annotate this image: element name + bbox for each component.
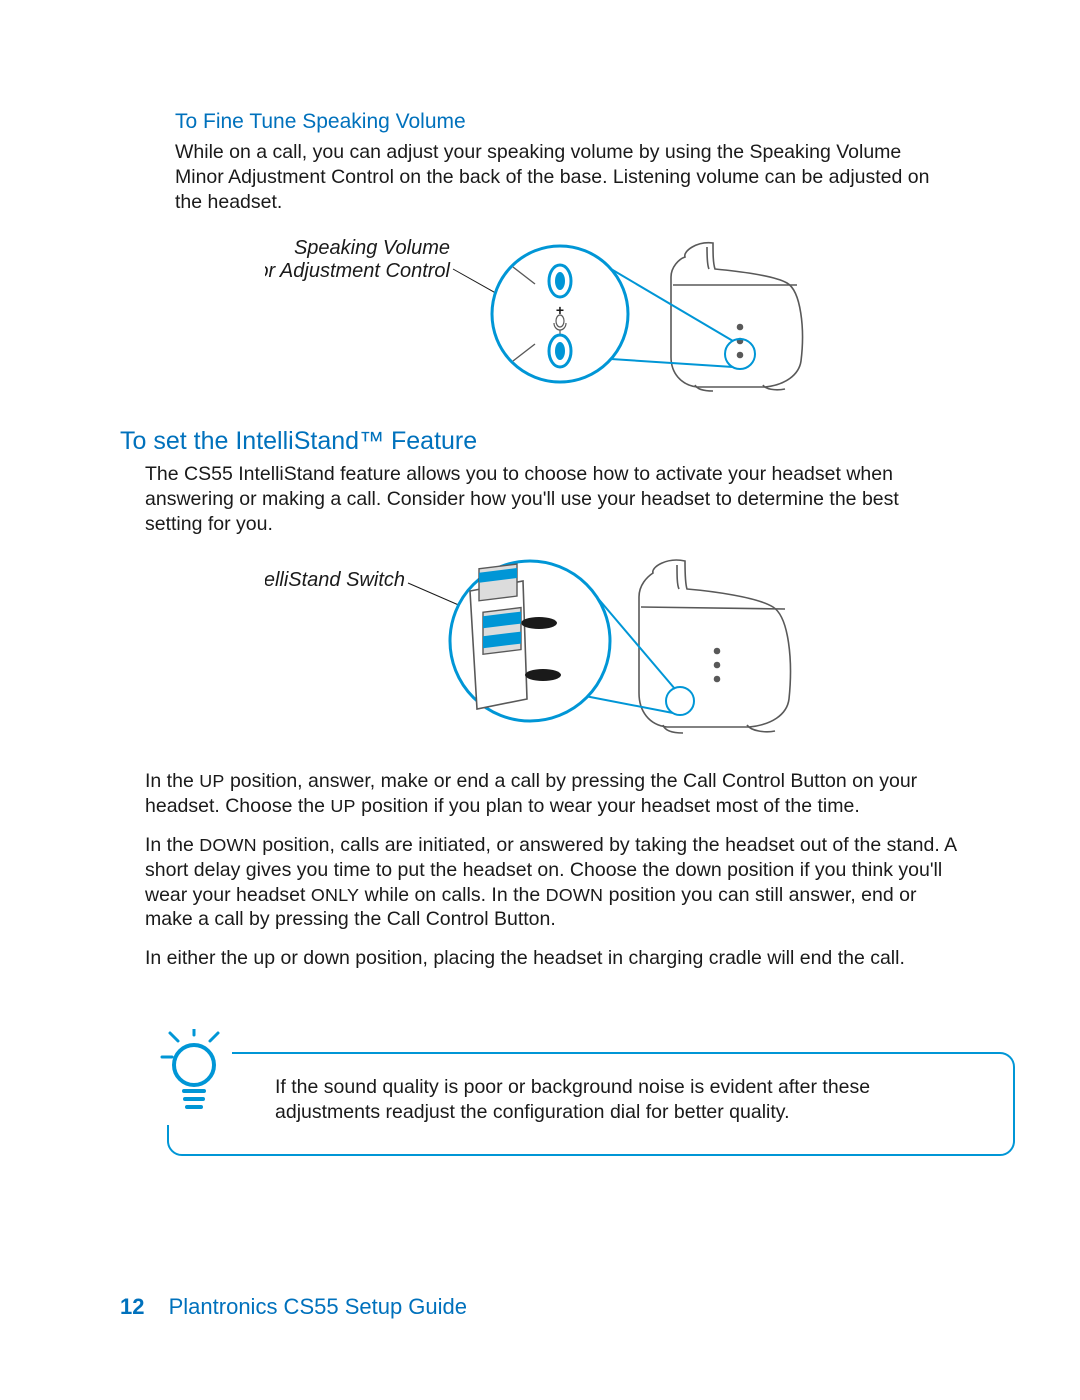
body-fine-tune: While on a call, you can adjust your spe…	[175, 140, 950, 215]
heading-intellistand: To set the IntelliStand™ Feature	[120, 427, 970, 456]
subheading-fine-tune: To Fine Tune Speaking Volume	[175, 110, 970, 134]
tip-text: If the sound quality is poor or backgrou…	[275, 1075, 975, 1125]
callout-speaking-volume-l1: Speaking Volume	[294, 237, 450, 259]
base-station-outline-2	[639, 560, 790, 733]
page-footer: 12 Plantronics CS55 Setup Guide	[120, 1294, 467, 1320]
lightbulb-icon	[162, 1029, 218, 1107]
callout-speaking-volume-l2: Minor Adjustment Control	[265, 260, 451, 282]
page-number: 12	[120, 1294, 144, 1319]
figure-speaking-volume: Speaking Volume Minor Adjustment Control	[120, 229, 970, 399]
figure-intellistand: IntelliStand Switch	[120, 551, 970, 741]
body-either-position: In either the up or down position, placi…	[145, 946, 960, 971]
body-down-position: In the DOWN position, calls are initiate…	[145, 833, 960, 933]
page-title: Plantronics CS55 Setup Guide	[169, 1294, 467, 1319]
body-up-position: In the UP position, answer, make or end …	[145, 769, 960, 819]
callout-intellistand: IntelliStand Switch	[265, 569, 405, 591]
body-intellistand-intro: The CS55 IntelliStand feature allows you…	[145, 462, 960, 537]
tip-callout: If the sound quality is poor or backgrou…	[160, 1029, 950, 1169]
